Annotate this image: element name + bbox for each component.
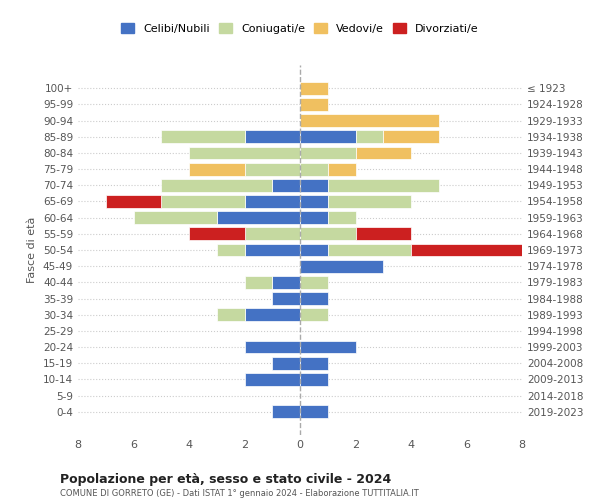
Bar [245,162,300,175]
Bar [300,114,439,127]
Bar [300,228,355,240]
Bar [272,292,300,305]
Bar [328,244,411,256]
Y-axis label: Fasce di età: Fasce di età [28,217,37,283]
Bar [272,356,300,370]
Bar [300,146,355,160]
Bar [411,244,577,256]
Legend: Celibi/Nubili, Coniugati/e, Vedovi/e, Divorziati/e: Celibi/Nubili, Coniugati/e, Vedovi/e, Di… [117,19,483,38]
Bar [300,130,355,143]
Bar [355,228,411,240]
Bar [189,162,245,175]
Bar [300,244,328,256]
Text: COMUNE DI GORRETO (GE) - Dati ISTAT 1° gennaio 2024 - Elaborazione TUTTITALIA.IT: COMUNE DI GORRETO (GE) - Dati ISTAT 1° g… [60,489,419,498]
Bar [300,292,328,305]
Bar [328,162,355,175]
Bar [245,340,300,353]
Bar [245,308,300,321]
Bar [300,195,328,208]
Y-axis label: Anni di nascita: Anni di nascita [598,209,600,291]
Bar [272,179,300,192]
Bar [383,130,439,143]
Bar [161,179,272,192]
Bar [245,244,300,256]
Bar [300,308,328,321]
Bar [328,211,355,224]
Bar [300,373,328,386]
Bar [300,356,328,370]
Text: Popolazione per età, sesso e stato civile - 2024: Popolazione per età, sesso e stato civil… [60,472,391,486]
Bar [300,162,328,175]
Bar [355,130,383,143]
Bar [217,211,300,224]
Bar [300,276,328,289]
Bar [300,98,328,111]
Bar [161,195,245,208]
Bar [300,211,328,224]
Bar [245,373,300,386]
Bar [189,146,300,160]
Bar [300,82,328,95]
Bar [300,405,328,418]
Bar [161,130,245,143]
Bar [272,276,300,289]
Bar [133,211,217,224]
Bar [106,195,161,208]
Bar [300,340,355,353]
Bar [328,179,439,192]
Bar [245,195,300,208]
Bar [217,244,245,256]
Bar [217,308,245,321]
Bar [245,276,272,289]
Bar [300,260,383,272]
Bar [355,146,411,160]
Bar [328,195,411,208]
Bar [272,405,300,418]
Bar [245,228,300,240]
Bar [245,130,300,143]
Bar [300,179,328,192]
Bar [189,228,245,240]
